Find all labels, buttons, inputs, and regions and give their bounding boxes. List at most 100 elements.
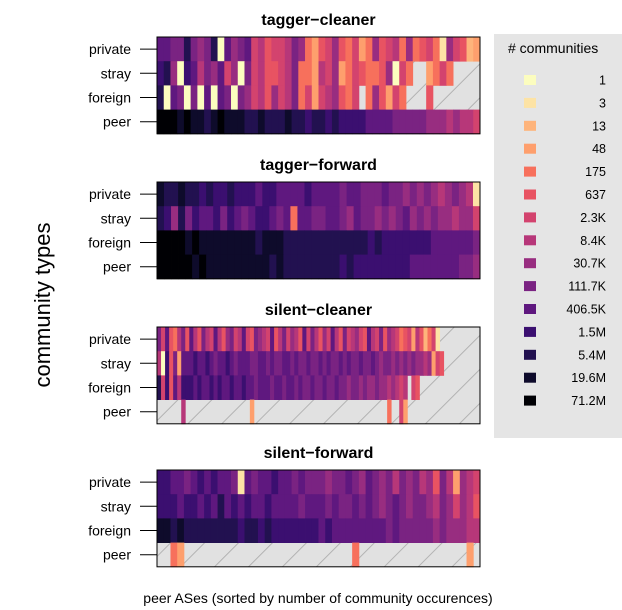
heatmap-cell xyxy=(392,109,400,135)
heatmap-cell xyxy=(264,37,272,62)
heatmap-cell xyxy=(270,375,275,400)
heatmap-cell xyxy=(170,470,178,495)
heatmap-cell xyxy=(360,254,369,280)
heatmap-cell xyxy=(171,206,179,231)
heatmap-cell xyxy=(251,61,259,86)
heatmap-cell xyxy=(311,61,319,86)
heatmap-cell xyxy=(181,327,186,352)
heatmap-cell xyxy=(197,85,205,110)
heatmap-cell xyxy=(170,542,178,568)
heatmap-cell xyxy=(251,518,259,543)
heatmap-cell xyxy=(331,37,340,62)
heatmap-cell xyxy=(199,254,207,280)
heatmap-cell xyxy=(407,327,412,352)
heatmap-cell xyxy=(325,182,333,207)
legend-item: 2.3K xyxy=(524,211,607,225)
row-label: foreign xyxy=(88,235,131,251)
row-label: private xyxy=(89,41,131,57)
row-label: peer xyxy=(103,404,131,420)
heatmap-cell xyxy=(157,37,165,62)
legend-item: 1 xyxy=(524,74,606,88)
heatmap-cell xyxy=(157,206,165,231)
heatmap-cell xyxy=(399,494,407,519)
heatmap-cell xyxy=(365,494,373,519)
heatmap-cell xyxy=(197,61,205,86)
heatmap-cell xyxy=(294,375,299,400)
heatmap-cell xyxy=(399,375,404,400)
heatmap-cell xyxy=(257,375,263,400)
heatmap-cell xyxy=(318,351,323,376)
heatmap-cell xyxy=(459,494,467,519)
heatmap-cell xyxy=(302,327,307,352)
heatmap-cell xyxy=(173,375,178,400)
heatmap-cell xyxy=(298,375,303,400)
heatmap-cell xyxy=(358,37,367,62)
heatmap-cell xyxy=(262,254,270,280)
heatmap-cell xyxy=(221,375,227,400)
heatmap-cell xyxy=(374,230,383,255)
legend-swatch xyxy=(524,212,536,223)
heatmap-cell xyxy=(399,518,407,543)
heatmap-cell xyxy=(244,518,252,543)
heatmap-cell xyxy=(365,109,373,135)
heatmap-cell xyxy=(305,85,313,110)
heatmap-cell xyxy=(269,230,277,255)
heatmap-cell xyxy=(338,494,346,519)
heatmap-cell xyxy=(338,61,346,86)
heatmap-cell xyxy=(352,470,360,495)
heatmap-cell xyxy=(249,375,255,400)
legend-item: 3 xyxy=(524,96,606,110)
heatmap-cell xyxy=(221,327,227,352)
x-axis-label: peer ASes (sorted by number of community… xyxy=(143,590,492,606)
heatmap-cell xyxy=(353,230,362,255)
heatmap-cell xyxy=(354,327,360,352)
legend-swatch xyxy=(524,372,536,383)
heatmap-cell xyxy=(193,375,198,400)
heatmap-cell xyxy=(185,327,190,352)
heatmap-cell xyxy=(338,327,344,352)
heatmap-cell xyxy=(164,206,172,231)
heatmap-cell xyxy=(298,351,303,376)
heatmap-cell xyxy=(353,254,362,280)
heatmap-cell xyxy=(290,206,298,231)
heatmap-cell xyxy=(294,327,299,352)
heatmap-cell xyxy=(237,61,245,86)
panel-frame xyxy=(156,181,481,280)
heatmap-cell xyxy=(331,85,340,110)
heatmap-cell xyxy=(190,518,198,543)
heatmap-cell xyxy=(330,327,336,352)
heatmap-cell xyxy=(169,327,174,352)
heatmap-cell xyxy=(338,470,346,495)
heatmap-cell xyxy=(426,518,434,543)
heatmap-cell xyxy=(157,470,165,495)
heatmap-cell xyxy=(225,327,231,352)
heatmap-cell xyxy=(367,182,376,207)
heatmap-cell xyxy=(346,351,352,376)
heatmap-cell xyxy=(276,182,284,207)
heatmap-cell xyxy=(391,375,396,400)
heatmap-cell xyxy=(190,37,198,62)
heatmap-cell xyxy=(318,518,326,543)
heatmap-cell xyxy=(374,182,383,207)
heatmap-cell xyxy=(339,254,347,280)
heatmap-cell xyxy=(241,230,249,255)
heatmap-cell xyxy=(217,470,225,495)
heatmap-cell xyxy=(286,327,291,352)
heatmap-cell xyxy=(217,375,222,400)
heatmap-cell xyxy=(385,518,393,543)
heatmap-cell xyxy=(286,351,291,376)
heatmap-cell xyxy=(405,470,414,495)
heatmap-cell xyxy=(199,206,207,231)
heatmap-cell xyxy=(439,61,447,86)
heatmap-cell xyxy=(221,351,227,376)
heatmap-cell xyxy=(262,206,270,231)
heatmap-cell xyxy=(257,85,266,110)
panel-frame xyxy=(156,326,481,425)
heatmap-cell xyxy=(298,37,306,62)
heatmap-cell xyxy=(185,206,193,231)
heatmap-cell xyxy=(367,206,376,231)
heatmap-cell xyxy=(255,230,263,255)
heatmap-cell xyxy=(257,494,266,519)
heatmap-cell xyxy=(163,61,171,86)
heatmap-cell xyxy=(423,351,428,376)
